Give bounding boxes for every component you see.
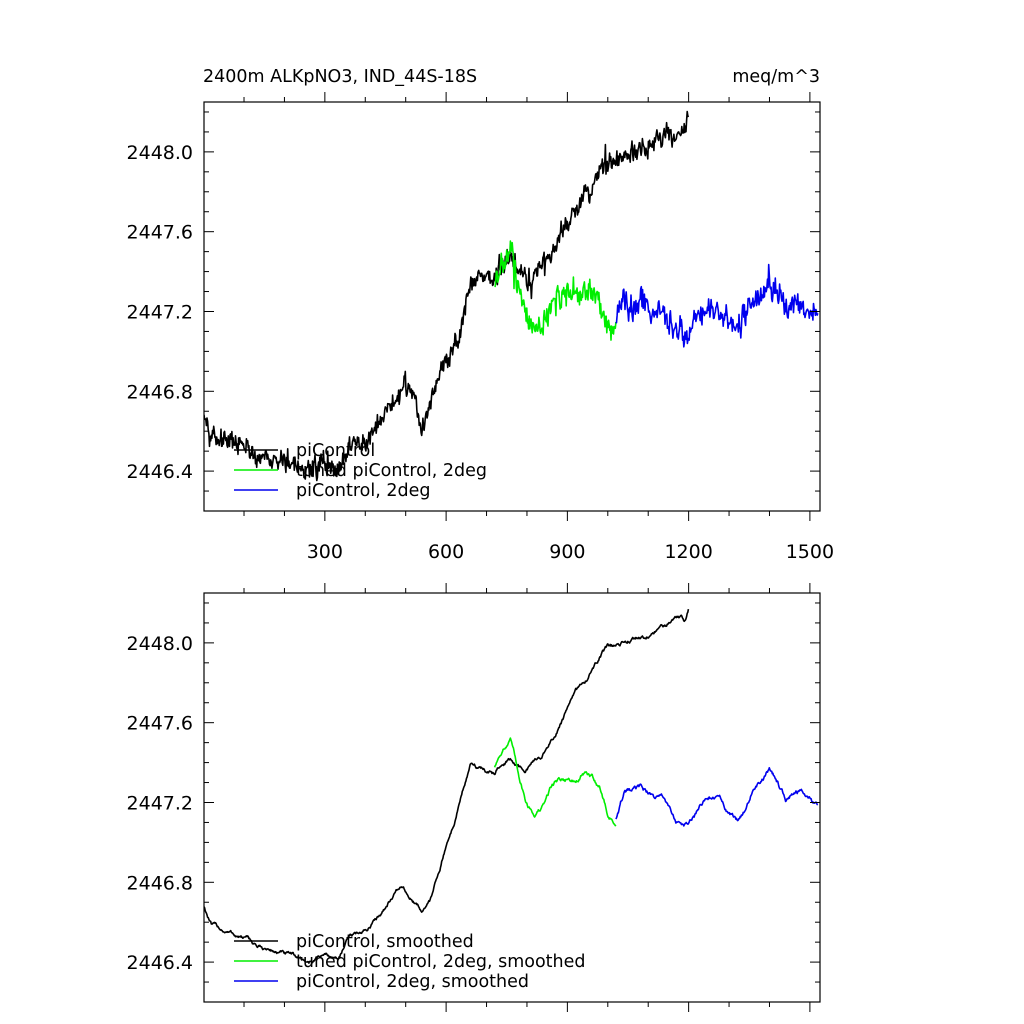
y-tick-label: 2448.0	[127, 633, 193, 655]
y-tick-label: 2446.8	[127, 872, 193, 894]
series-line-picontrol-smoothed	[204, 608, 690, 964]
x-tick-label: 900	[549, 541, 585, 563]
raw-plot-frame	[203, 101, 821, 512]
x-tick-label: 1200	[664, 541, 712, 563]
smoothed-series-lines	[204, 608, 819, 964]
units-label: meq/m^3	[732, 67, 820, 87]
figure-title: 2400m ALKpNO3, IND_44S-18S	[203, 67, 477, 87]
legend-label: tuned piControl, 2deg, smoothed	[296, 952, 586, 972]
y-tick-label: 2448.0	[127, 142, 193, 164]
legend-label: piControl, 2deg, smoothed	[296, 972, 529, 992]
legend-label: tuned piControl, 2deg	[296, 461, 487, 481]
raw-data-panel: 2446.4 2446.8 2447.2 2447.6 2448.0 300 600 900 1…	[127, 92, 834, 563]
y-tick-label: 2446.8	[127, 381, 193, 403]
raw-series-lines	[204, 110, 819, 482]
legend-label: piControl, 2deg	[296, 481, 430, 501]
series-line-tuned-picontrol-2deg	[494, 240, 617, 341]
smoothed-data-panel: 2446.4 2446.8 2447.2 2447.6 2448.0 piControl…	[127, 583, 821, 1012]
smoothed-plot-frame	[203, 592, 821, 1003]
series-line-picontrol	[204, 110, 690, 482]
series-line-tuned-picontrol-2deg-smoothed	[493, 737, 617, 827]
y-tick-label: 2446.4	[127, 461, 193, 483]
x-tick-label: 600	[428, 541, 464, 563]
y-tick-label: 2447.6	[127, 222, 193, 244]
x-tick-label: 300	[307, 541, 343, 563]
y-tick-label: 2447.2	[127, 792, 193, 814]
legend-label: piControl	[296, 441, 375, 461]
y-tick-label: 2446.4	[127, 952, 193, 974]
series-line-picontrol-2deg	[615, 263, 819, 348]
x-tick-label: 1500	[786, 541, 834, 563]
raw-axis-ticks: 2446.4 2446.8 2447.2 2447.6 2448.0 300 600 900 1…	[127, 92, 834, 563]
y-tick-label: 2447.6	[127, 713, 193, 735]
smoothed-axis-ticks: 2446.4 2446.8 2447.2 2447.6 2448.0	[127, 583, 820, 1012]
series-line-picontrol-2deg-smoothed	[615, 767, 819, 827]
legend-label: piControl, smoothed	[296, 932, 474, 952]
y-tick-label: 2447.2	[127, 301, 193, 323]
